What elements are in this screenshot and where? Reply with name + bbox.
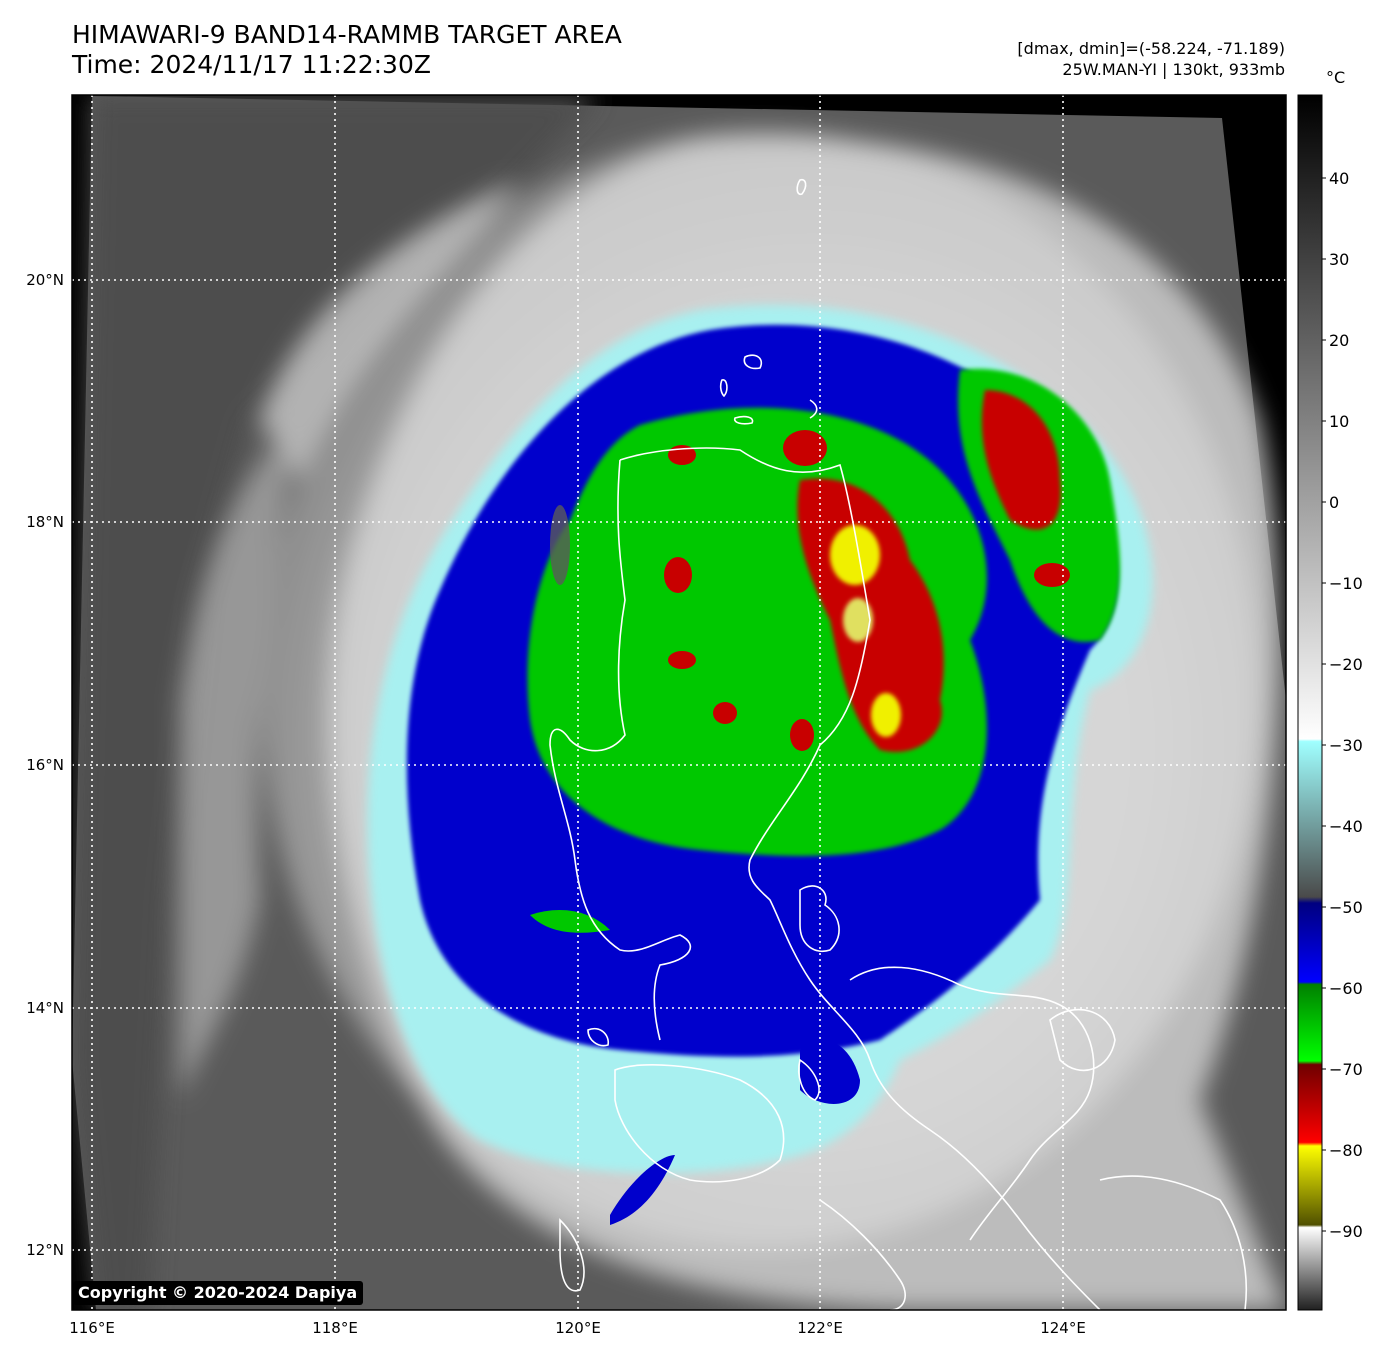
lat-label: 16°N: [26, 756, 64, 774]
red-cell-3: [664, 557, 692, 593]
samar-coast: [1099, 1175, 1248, 1310]
colorbar-label: 30: [1329, 250, 1349, 269]
satellite-imagery: [72, 95, 1286, 1310]
colorbar-label: 20: [1329, 331, 1349, 350]
lon-label: 120°E: [555, 1319, 601, 1337]
red-contour-ne: [981, 390, 1061, 530]
babuyan-island: [743, 354, 763, 370]
colorbar-scale: [1297, 94, 1323, 1311]
clear-sky-region: [72, 96, 600, 1310]
colorbar-ticks: 40 30 20 10 0 −10 −20 −30 −40 −50 −60 −70 −80 −90: [1322, 169, 1363, 1241]
latitude-labels: 20°N 18°N 16°N 14°N 12°N: [26, 271, 64, 1259]
lubang-island: [587, 1027, 610, 1047]
lat-label: 14°N: [26, 999, 64, 1017]
longitude-labels: 116°E 118°E 120°E 122°E 124°E: [69, 1319, 1086, 1337]
colorbar-label: −50: [1329, 898, 1363, 917]
colorbar: °C 40 30 20 10 0 −10 −20 −30 −40 −50 −60 −70 −80 −90: [1297, 68, 1363, 1311]
colorbar-label: 0: [1329, 493, 1339, 512]
lat-label: 12°N: [26, 1241, 64, 1259]
masbate-coast: [819, 1199, 906, 1310]
red-cell-4: [668, 651, 696, 669]
lat-label: 20°N: [26, 271, 64, 289]
red-cell-6: [790, 719, 814, 751]
catanduanes-coast: [1049, 1008, 1116, 1072]
luzon-west-coast: [549, 459, 692, 1041]
map-frame: [71, 94, 1287, 1311]
storm-name-text: 25W.MAN-YI | 130kt, 933mb: [1062, 60, 1285, 79]
green-band-sw: [530, 910, 610, 933]
lon-label: 118°E: [312, 1319, 358, 1337]
lon-label: 122°E: [797, 1319, 843, 1337]
lon-label: 124°E: [1040, 1319, 1086, 1337]
blue-patch-south: [800, 1040, 860, 1104]
coastlines: [549, 178, 1248, 1310]
yellow-cell-1: [830, 525, 880, 585]
data-range-text: [dmax, dmin]=(-58.224, -71.189): [1017, 39, 1285, 58]
blue-band-south: [610, 1155, 675, 1225]
colorbar-label: −90: [1329, 1222, 1363, 1241]
colorbar-label: −10: [1329, 574, 1363, 593]
figure-title: HIMAWARI-9 BAND14-RAMMB TARGET AREA: [72, 20, 622, 49]
batanes-island: [809, 399, 818, 419]
yellow-cell-3: [871, 693, 901, 737]
storm-info-block: [dmax, dmin]=(-58.224, -71.189) 25W.MAN-…: [1017, 38, 1285, 80]
marinduque-island: [798, 1058, 820, 1101]
red-cell-1: [783, 430, 827, 466]
lat-label: 18°N: [26, 513, 64, 531]
red-cell-7: [1034, 563, 1070, 587]
colorbar-label: 40: [1329, 169, 1349, 188]
bicol-coast: [849, 966, 1095, 1241]
colorbar-label: −30: [1329, 736, 1363, 755]
small-island-2: [733, 415, 754, 425]
convection-contours: [367, 304, 1153, 1225]
small-island-north: [796, 178, 807, 196]
graticule: [72, 95, 1286, 1310]
colorbar-label: −20: [1329, 655, 1363, 674]
colorbar-label: 10: [1329, 412, 1349, 431]
lon-label: 116°E: [69, 1319, 115, 1337]
red-cell-5: [713, 702, 737, 724]
colorbar-label: −40: [1329, 817, 1363, 836]
title-block: HIMAWARI-9 BAND14-RAMMB TARGET AREA Time…: [72, 20, 622, 80]
colorbar-label: −70: [1329, 1060, 1363, 1079]
small-island-3: [719, 379, 728, 398]
colorbar-label: −60: [1329, 979, 1363, 998]
mindoro-north: [614, 1064, 785, 1183]
panay-coast: [559, 1218, 585, 1292]
luzon-east-coast: [619, 447, 1101, 1310]
colorbar-label: −80: [1329, 1141, 1363, 1160]
colorbar-unit: °C: [1326, 68, 1345, 87]
copyright-badge: Copyright © 2020-2024 Dapiya: [73, 1281, 364, 1305]
yellow-cell-2: [843, 598, 873, 642]
figure-timestamp: Time: 2024/11/17 11:22:30Z: [72, 50, 431, 79]
gray-gap: [550, 505, 570, 585]
